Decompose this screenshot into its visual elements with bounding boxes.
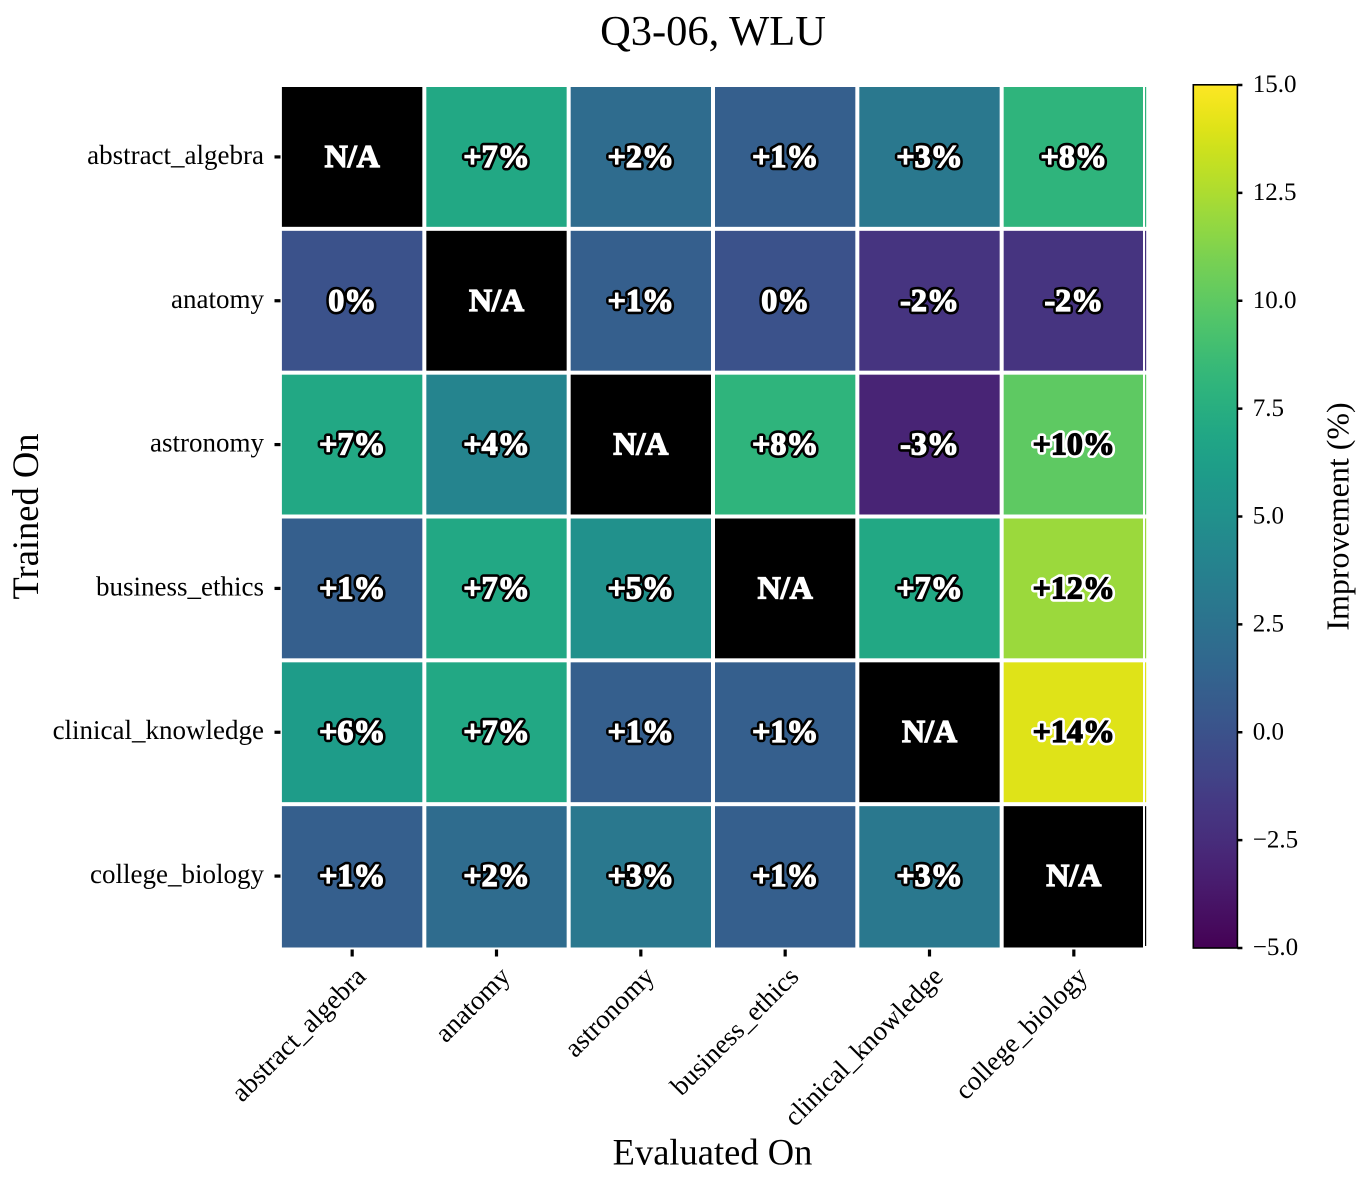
svg-text:+3%: +3% bbox=[896, 857, 962, 893]
svg-text:+4%: +4% bbox=[463, 426, 529, 462]
svg-text:10.0: 10.0 bbox=[1253, 287, 1297, 314]
svg-text:+8%: +8% bbox=[1041, 138, 1107, 174]
svg-text:+6%: +6% bbox=[319, 713, 385, 749]
svg-text:Evaluated On: Evaluated On bbox=[613, 1131, 813, 1172]
svg-text:-2%: -2% bbox=[1044, 282, 1103, 318]
svg-text:N/A: N/A bbox=[325, 138, 380, 174]
svg-text:12.5: 12.5 bbox=[1253, 179, 1297, 206]
svg-text:+1%: +1% bbox=[752, 713, 818, 749]
svg-text:−5.0: −5.0 bbox=[1253, 934, 1298, 961]
svg-text:Trained On: Trained On bbox=[5, 434, 46, 600]
svg-text:business_ethics: business_ethics bbox=[96, 571, 264, 601]
svg-text:+2%: +2% bbox=[463, 857, 529, 893]
svg-text:+3%: +3% bbox=[896, 138, 962, 174]
svg-text:+7%: +7% bbox=[463, 713, 529, 749]
svg-text:+7%: +7% bbox=[319, 426, 385, 462]
svg-text:college_biology: college_biology bbox=[90, 859, 264, 889]
svg-text:+5%: +5% bbox=[608, 569, 674, 605]
svg-text:0%: 0% bbox=[328, 282, 376, 318]
svg-text:+10%: +10% bbox=[1033, 426, 1115, 462]
svg-text:+7%: +7% bbox=[463, 138, 529, 174]
svg-text:+8%: +8% bbox=[752, 426, 818, 462]
svg-text:+8%: +8% bbox=[1041, 138, 1107, 174]
svg-text:N/A: N/A bbox=[902, 713, 957, 749]
svg-text:+7%: +7% bbox=[319, 426, 385, 462]
svg-text:+1%: +1% bbox=[752, 857, 818, 893]
svg-text:+2%: +2% bbox=[608, 138, 674, 174]
svg-text:+4%: +4% bbox=[463, 426, 529, 462]
svg-text:+2%: +2% bbox=[463, 857, 529, 893]
svg-text:+7%: +7% bbox=[896, 569, 962, 605]
svg-text:N/A: N/A bbox=[613, 426, 668, 462]
svg-text:N/A: N/A bbox=[469, 282, 524, 318]
svg-text:+1%: +1% bbox=[752, 857, 818, 893]
svg-text:+3%: +3% bbox=[608, 857, 674, 893]
svg-text:+1%: +1% bbox=[752, 138, 818, 174]
svg-text:0.0: 0.0 bbox=[1253, 719, 1284, 746]
svg-text:0%: 0% bbox=[761, 282, 809, 318]
svg-text:+1%: +1% bbox=[319, 569, 385, 605]
svg-text:+2%: +2% bbox=[608, 138, 674, 174]
svg-text:-2%: -2% bbox=[1044, 282, 1103, 318]
svg-text:0%: 0% bbox=[761, 282, 809, 318]
svg-text:+7%: +7% bbox=[463, 569, 529, 605]
svg-text:+1%: +1% bbox=[319, 857, 385, 893]
svg-text:+1%: +1% bbox=[752, 138, 818, 174]
svg-text:Improvement (%): Improvement (%) bbox=[1320, 402, 1356, 630]
svg-text:+1%: +1% bbox=[319, 569, 385, 605]
svg-text:+1%: +1% bbox=[608, 282, 674, 318]
svg-text:astronomy: astronomy bbox=[150, 428, 264, 458]
svg-text:+1%: +1% bbox=[608, 713, 674, 749]
svg-text:abstract_algebra: abstract_algebra bbox=[87, 140, 264, 170]
svg-text:+1%: +1% bbox=[752, 713, 818, 749]
svg-text:+3%: +3% bbox=[896, 857, 962, 893]
svg-text:−2.5: −2.5 bbox=[1253, 826, 1298, 853]
svg-text:+6%: +6% bbox=[319, 713, 385, 749]
svg-text:+12%: +12% bbox=[1033, 569, 1115, 605]
svg-text:7.5: 7.5 bbox=[1253, 395, 1284, 422]
svg-text:-3%: -3% bbox=[900, 426, 959, 462]
svg-text:+7%: +7% bbox=[463, 569, 529, 605]
svg-text:+7%: +7% bbox=[463, 138, 529, 174]
svg-text:Q3-06, WLU: Q3-06, WLU bbox=[600, 8, 826, 55]
svg-text:+14%: +14% bbox=[1033, 713, 1115, 749]
svg-text:15.0: 15.0 bbox=[1253, 71, 1297, 98]
svg-text:N/A: N/A bbox=[758, 569, 813, 605]
svg-text:-2%: -2% bbox=[900, 282, 959, 318]
svg-text:+10%: +10% bbox=[1033, 426, 1115, 462]
svg-text:N/A: N/A bbox=[1046, 857, 1101, 893]
svg-text:+8%: +8% bbox=[752, 426, 818, 462]
svg-text:+3%: +3% bbox=[608, 857, 674, 893]
svg-text:-3%: -3% bbox=[900, 426, 959, 462]
svg-text:+1%: +1% bbox=[319, 857, 385, 893]
svg-text:5.0: 5.0 bbox=[1253, 503, 1284, 530]
svg-text:+12%: +12% bbox=[1033, 569, 1115, 605]
svg-text:+7%: +7% bbox=[463, 713, 529, 749]
svg-text:+14%: +14% bbox=[1033, 713, 1115, 749]
svg-text:+1%: +1% bbox=[608, 713, 674, 749]
svg-text:0%: 0% bbox=[328, 282, 376, 318]
svg-text:anatomy: anatomy bbox=[171, 284, 264, 314]
svg-text:+3%: +3% bbox=[896, 138, 962, 174]
svg-text:-2%: -2% bbox=[900, 282, 959, 318]
svg-text:2.5: 2.5 bbox=[1253, 611, 1284, 638]
svg-text:+1%: +1% bbox=[608, 282, 674, 318]
svg-text:clinical_knowledge: clinical_knowledge bbox=[53, 715, 264, 745]
svg-text:+5%: +5% bbox=[608, 569, 674, 605]
svg-text:+7%: +7% bbox=[896, 569, 962, 605]
